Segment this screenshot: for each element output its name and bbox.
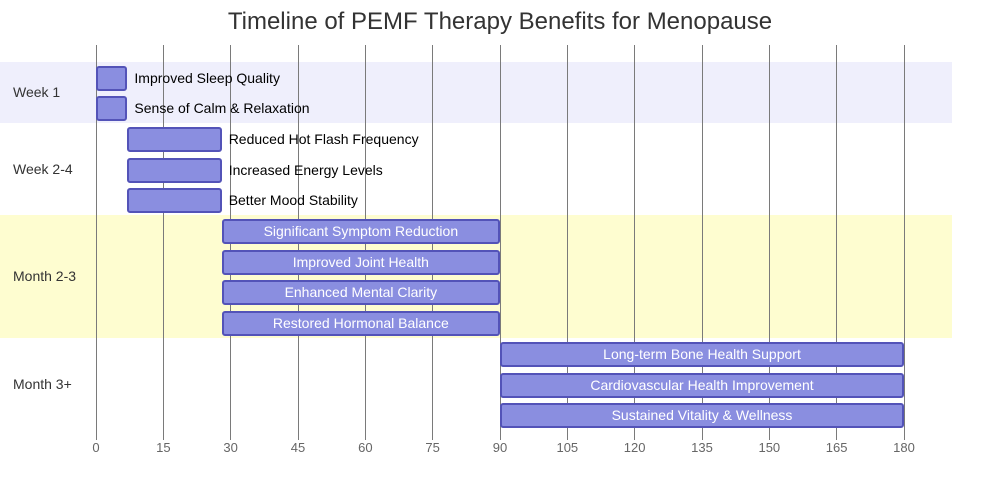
task-label: Significant Symptom Reduction [263,223,459,239]
grid-line [836,45,838,440]
x-tick-label: 135 [691,440,713,455]
grid-line [903,45,905,440]
x-tick-label: 180 [893,440,915,455]
task-label: Sustained Vitality & Wellness [611,407,793,424]
x-tick-label: 105 [556,440,579,455]
task-bar [221,311,500,337]
x-tick-label: 0 [92,440,100,455]
task-bar [96,96,128,122]
grid-line [162,45,164,440]
task-bar [500,403,904,429]
task-label: Restored Hormonal Balance [272,315,449,332]
x-tick-label: 75 [425,440,440,455]
task-bar [221,219,500,244]
grid-line [701,45,703,440]
task-label: Improved Joint Health [292,253,429,270]
task-label: Increased Energy Levels [228,161,383,178]
task-label: Cardiovascular Health Improvement [590,376,814,393]
section-label: Month 2-3 [13,268,77,285]
task-label: Reduced Hot Flash Frequency [228,130,419,147]
section-label: Week 2-4 [13,160,73,177]
chart-title: Timeline of PEMF Therapy Benefits for Me… [227,8,773,35]
task-bar [221,249,500,275]
grid-line [566,45,568,440]
task-bar [127,157,222,183]
task-bar [500,341,904,367]
grid-line [95,45,97,440]
grid-line [768,45,770,440]
x-tick-label: 120 [623,440,646,455]
task-bar [96,65,128,91]
x-tick-label: 90 [492,440,508,455]
section-label: Week 1 [13,84,61,101]
section-band [0,61,952,123]
x-tick-label: 45 [290,440,306,455]
task-bar [127,126,222,152]
task-label: Better Mood Stability [228,192,358,209]
x-tick-label: 165 [825,440,848,455]
grid-line [499,45,501,440]
x-tick-label: 15 [156,440,171,455]
task-label: Enhanced Mental Clarity [284,284,438,301]
x-tick-label: 150 [758,440,781,455]
x-tick-label: 30 [223,440,238,455]
task-label: Long-term Bone Health Support [603,345,801,362]
task-label: Sense of Calm & Relaxation [134,100,310,117]
task-bar [500,372,904,398]
task-bar [127,188,222,214]
task-label: Improved Sleep Quality [134,69,280,86]
grid-line [634,45,636,440]
task-bar [221,280,500,306]
x-tick-label: 60 [358,440,373,455]
section-label: Month 3+ [13,375,72,392]
